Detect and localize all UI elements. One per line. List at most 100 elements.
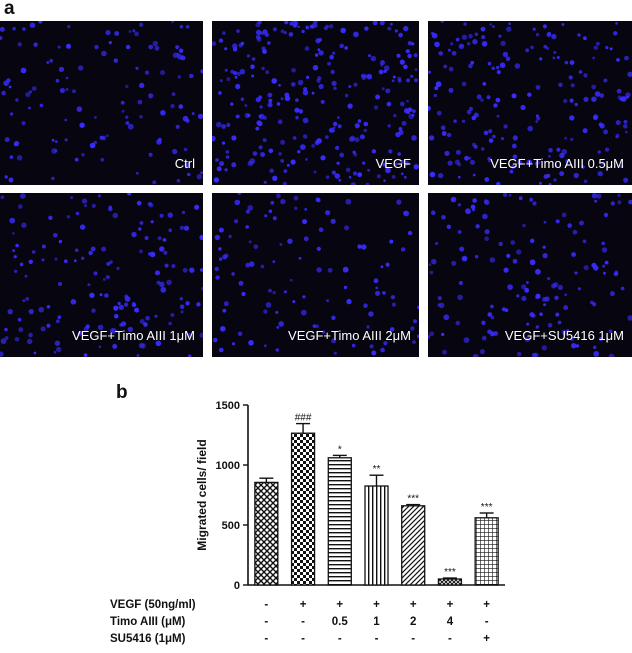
nucleus	[431, 258, 437, 265]
nucleus	[55, 78, 60, 83]
nucleus	[120, 100, 125, 105]
nucleus	[488, 129, 493, 134]
micrograph-vegf-su5416: VEGF+SU5416 1μM	[428, 193, 632, 357]
nucleus	[380, 347, 385, 353]
nucleus	[302, 117, 309, 124]
nucleus	[487, 61, 492, 66]
nucleus	[583, 265, 589, 271]
nucleus	[397, 152, 401, 156]
nucleus	[320, 99, 325, 104]
nucleus	[290, 159, 296, 165]
nucleus	[94, 44, 99, 50]
nucleus	[216, 166, 222, 172]
nucleus	[401, 120, 407, 126]
nucleus	[255, 97, 261, 103]
nucleus	[14, 337, 20, 342]
nucleus	[603, 78, 608, 83]
nucleus	[4, 336, 9, 340]
nucleus	[582, 239, 587, 244]
condition-value: 0.5	[332, 616, 349, 628]
nucleus	[554, 295, 559, 300]
nucleus	[522, 223, 526, 228]
micrograph-vegf-timo-2: VEGF+Timo AIII 2μM	[212, 193, 419, 357]
nucleus	[387, 124, 391, 128]
nucleus	[535, 325, 539, 329]
nucleus	[72, 89, 76, 94]
nucleus	[458, 175, 461, 179]
nucleus	[382, 291, 386, 295]
nucleus	[532, 201, 537, 206]
nucleus	[81, 256, 85, 260]
nucleus	[127, 326, 133, 333]
nucleus	[54, 149, 58, 152]
nucleus	[272, 27, 277, 32]
nucleus	[412, 109, 416, 113]
nucleus	[609, 291, 615, 297]
nucleus	[601, 241, 605, 246]
nucleus	[385, 167, 391, 174]
nucleus	[333, 121, 338, 127]
nucleus	[225, 155, 230, 159]
nucleus	[284, 21, 289, 25]
nucleus	[180, 55, 186, 61]
nucleus	[400, 247, 406, 252]
nucleus	[555, 312, 560, 317]
nucleus	[248, 340, 254, 346]
nucleus	[512, 258, 518, 264]
nucleus	[327, 61, 332, 66]
nucleus	[306, 75, 310, 79]
nucleus	[223, 301, 229, 307]
nucleus	[106, 261, 111, 266]
y-tick-label: 1500	[216, 400, 240, 412]
nucleus	[213, 337, 218, 343]
nucleus	[451, 50, 457, 56]
nucleus	[318, 83, 324, 90]
nucleus	[455, 37, 460, 42]
nucleus	[380, 64, 383, 67]
nucleus	[380, 60, 385, 66]
nucleus	[396, 53, 401, 58]
nucleus	[495, 97, 501, 103]
nucleus	[581, 165, 585, 169]
nucleus	[183, 225, 190, 231]
nucleus	[318, 50, 324, 56]
nucleus	[276, 325, 280, 329]
nucleus	[349, 136, 355, 142]
nucleus	[78, 65, 84, 71]
nucleus	[368, 311, 374, 317]
nucleus	[472, 173, 476, 177]
nucleus	[403, 210, 410, 217]
nucleus	[553, 282, 559, 288]
nucleus	[591, 84, 597, 90]
nucleus	[236, 29, 240, 33]
nucleus	[434, 86, 439, 91]
nucleus	[571, 252, 576, 257]
nucleus	[484, 229, 490, 235]
nucleus	[603, 271, 606, 275]
nucleus	[248, 240, 252, 244]
nucleus	[305, 158, 308, 161]
nucleus	[212, 41, 217, 46]
nucleus	[152, 180, 157, 185]
nucleus	[563, 98, 568, 104]
nucleus	[67, 24, 71, 29]
nucleus	[543, 303, 547, 307]
nucleus	[246, 54, 251, 58]
nucleus	[189, 267, 195, 273]
nucleus	[22, 27, 26, 31]
nucleus	[240, 97, 245, 102]
nucleus	[280, 29, 285, 34]
nucleus	[51, 176, 55, 181]
nucleus	[461, 34, 468, 40]
nucleus	[601, 247, 608, 253]
nucleus	[399, 101, 405, 107]
nucleus	[516, 294, 520, 298]
nucleus	[320, 155, 326, 161]
nucleus	[535, 85, 541, 90]
nucleus	[250, 64, 255, 70]
nucleus	[226, 123, 231, 127]
nucleus	[64, 118, 67, 122]
nucleus	[561, 149, 568, 155]
nucleus	[343, 285, 348, 290]
nucleus	[104, 293, 109, 298]
